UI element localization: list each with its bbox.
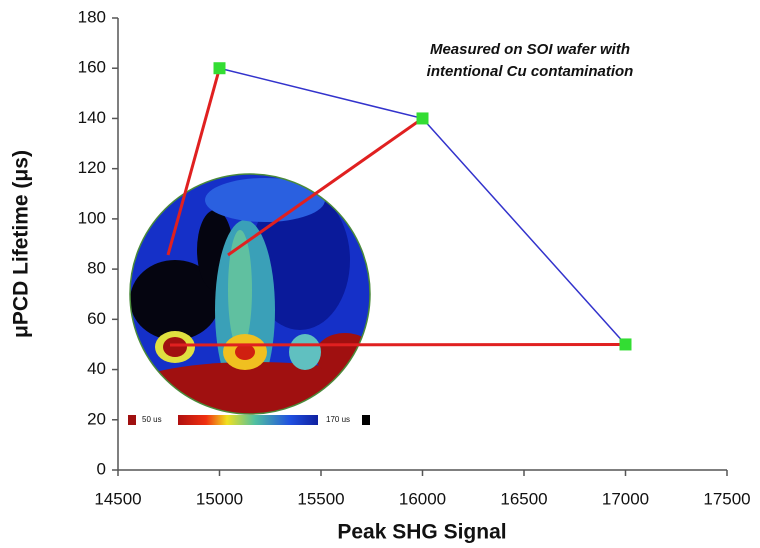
y-axis-label: μPCD Lifetime (μs) (10, 150, 33, 338)
x-tick-label: 14500 (94, 489, 141, 508)
x-tick-label: 15000 (196, 489, 243, 508)
y-tick-label: 160 (78, 58, 106, 77)
x-tick-label: 17000 (602, 489, 649, 508)
x-tick-label: 16500 (500, 489, 547, 508)
colorbar-label: 170 us (326, 415, 350, 424)
point (214, 62, 226, 74)
x-tick-label: 17500 (703, 489, 750, 508)
y-tick-label: 80 (87, 259, 106, 278)
y-tick-label: 120 (78, 158, 106, 177)
callout-line (170, 344, 626, 345)
x-axis-label: Peak SHG Signal (337, 521, 506, 544)
chart: 50 us 170 us Measured on SOI wafer with … (0, 0, 760, 548)
y-tick-label: 100 (78, 208, 106, 227)
colorbar-label: 50 us (142, 415, 162, 424)
wafer-map: 50 us 170 us (125, 174, 385, 425)
y-tick-label: 20 (87, 409, 106, 428)
y-tick-label: 60 (87, 309, 106, 328)
annotation: intentional Cu contamination (427, 63, 634, 80)
x-tick-label: 15500 (297, 489, 344, 508)
point (417, 112, 429, 124)
x-tick-label: 16000 (399, 489, 446, 508)
y-tick-label: 40 (87, 359, 106, 378)
annotation: Measured on SOI wafer with (430, 41, 630, 58)
y-tick-label: 0 (97, 459, 106, 478)
y-tick-label: 180 (78, 7, 106, 26)
y-tick-label: 140 (78, 108, 106, 127)
point (620, 338, 632, 350)
